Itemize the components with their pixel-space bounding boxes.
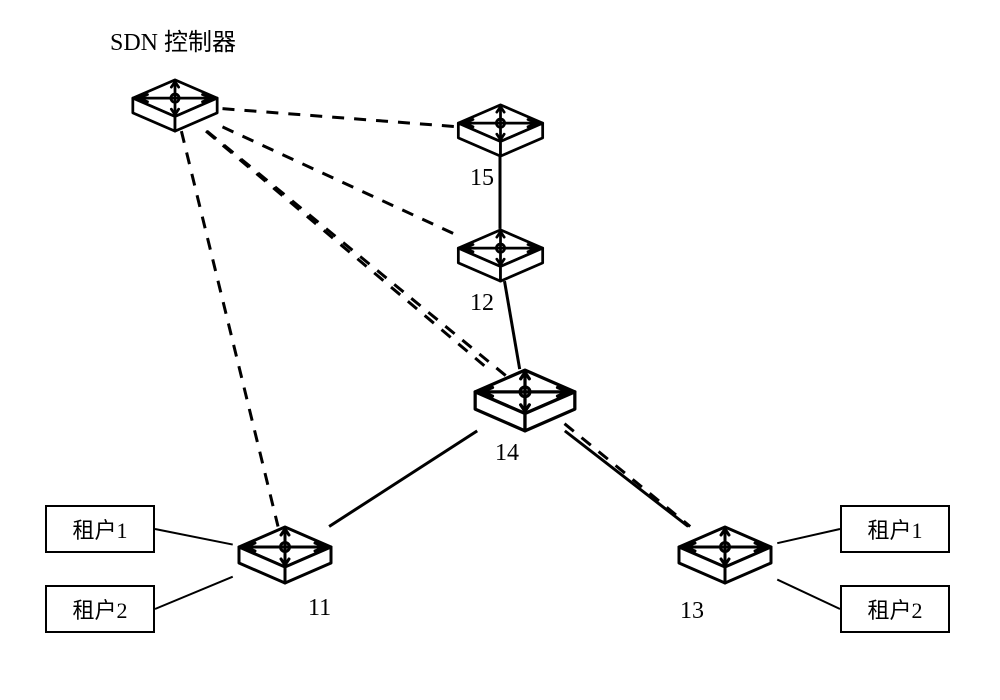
- tenant-box-1-left: 租户1: [45, 505, 155, 553]
- tenant-box-1-right: 租户1: [840, 505, 950, 553]
- switch-node-n11: [230, 525, 340, 585]
- tenant-label: 租户2: [867, 593, 922, 625]
- switch-node-controller: [125, 78, 225, 133]
- tenant-box-2-right: 租户2: [840, 585, 950, 633]
- node-id-15: 15: [470, 165, 494, 192]
- node-id-12: 12: [470, 290, 494, 317]
- switch-node-n12: [453, 228, 548, 283]
- diagram-canvas: { "diagram": { "type": "network", "backg…: [0, 0, 1000, 700]
- switch-node-n15: [453, 103, 548, 158]
- tenant-label: 租户1: [72, 513, 127, 545]
- tenant-label: 租户1: [867, 513, 922, 545]
- tenant-box-2-left: 租户2: [45, 585, 155, 633]
- tenant-label: 租户2: [72, 593, 127, 625]
- switch-node-n14: [460, 368, 590, 433]
- switch-node-n13: [670, 525, 780, 585]
- node-id-13: 13: [680, 598, 704, 625]
- node-id-11: 11: [308, 595, 331, 622]
- controller-title: SDN 控制器: [110, 22, 236, 57]
- node-id-14: 14: [495, 440, 519, 467]
